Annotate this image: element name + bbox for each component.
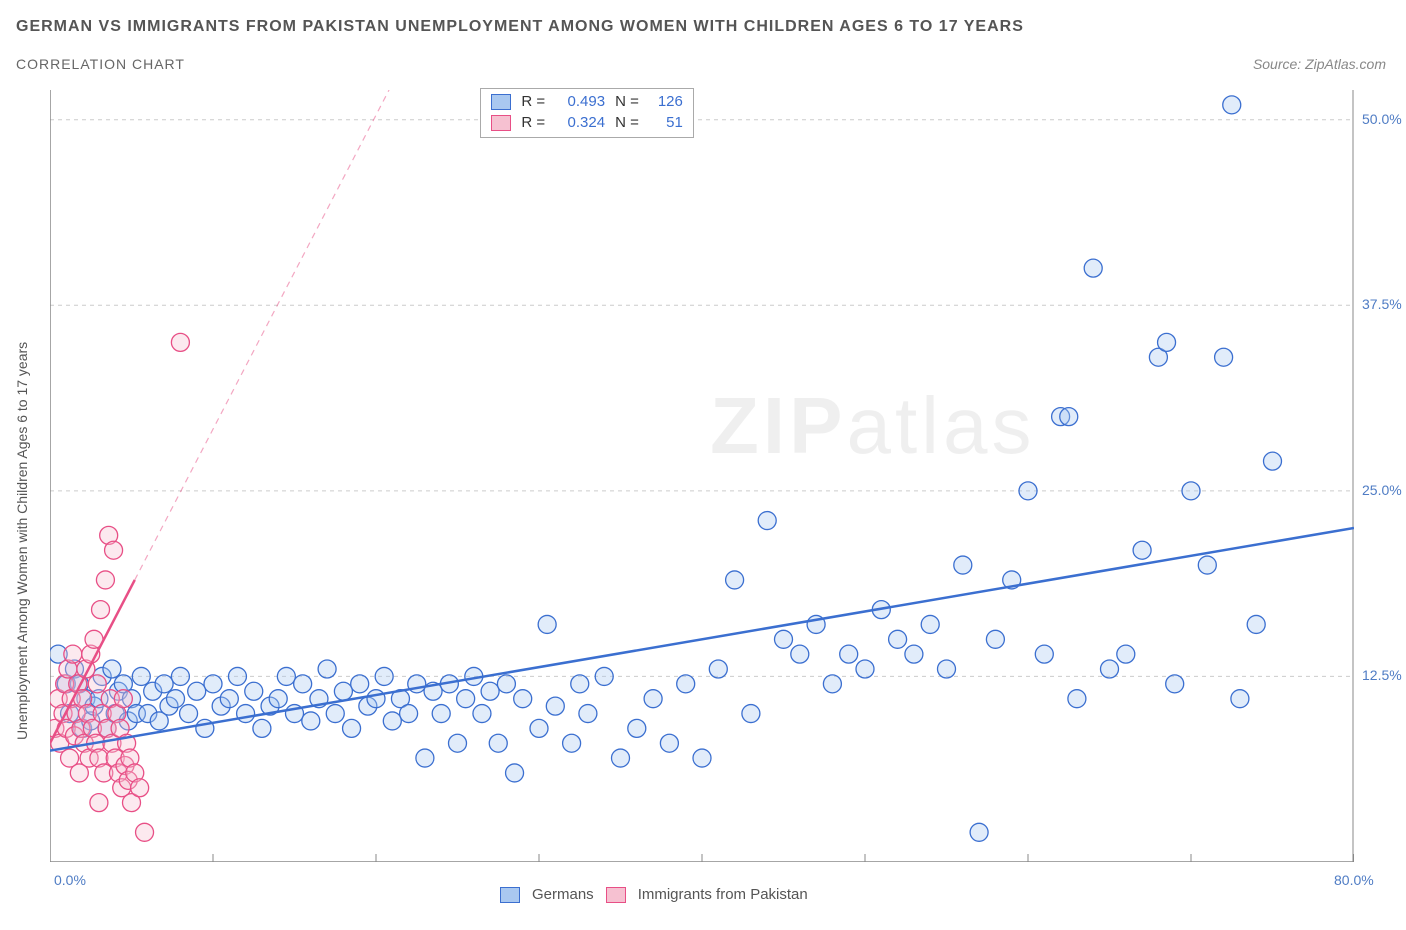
y-tick-label: 50.0% <box>1362 111 1402 127</box>
x-tick-label: 80.0% <box>1334 872 1374 888</box>
y-tick-label: 25.0% <box>1362 482 1402 498</box>
legend-n-label: N = <box>615 114 639 131</box>
legend-swatch <box>500 887 520 903</box>
watermark: ZIPatlas <box>710 380 1035 472</box>
y-axis-label: Unemployment Among Women with Children A… <box>14 342 30 740</box>
legend-r-label: R = <box>521 93 545 110</box>
legend-n-value: 126 <box>649 93 683 110</box>
legend-label: Germans <box>532 886 594 903</box>
correlation-legend: R = 0.493 N = 126 R = 0.324 N = 51 <box>480 88 694 138</box>
source-label: Source: ZipAtlas.com <box>1253 56 1386 72</box>
legend-n-value: 51 <box>649 114 683 131</box>
y-tick-label: 12.5% <box>1362 667 1402 683</box>
legend-r-label: R = <box>521 114 545 131</box>
legend-n-label: N = <box>615 93 639 110</box>
legend-r-value: 0.324 <box>555 114 605 131</box>
legend-swatch <box>491 115 511 131</box>
legend-swatch <box>491 94 511 110</box>
legend-swatch <box>606 887 626 903</box>
y-tick-label: 37.5% <box>1362 296 1402 312</box>
chart-title: GERMAN VS IMMIGRANTS FROM PAKISTAN UNEMP… <box>16 18 1024 36</box>
legend-r-value: 0.493 <box>555 93 605 110</box>
series-legend: Germans Immigrants from Pakistan <box>500 886 808 903</box>
chart-subtitle: CORRELATION CHART <box>16 56 185 72</box>
scatter-plot <box>50 90 1354 862</box>
legend-label: Immigrants from Pakistan <box>638 886 808 903</box>
x-tick-label: 0.0% <box>54 872 86 888</box>
